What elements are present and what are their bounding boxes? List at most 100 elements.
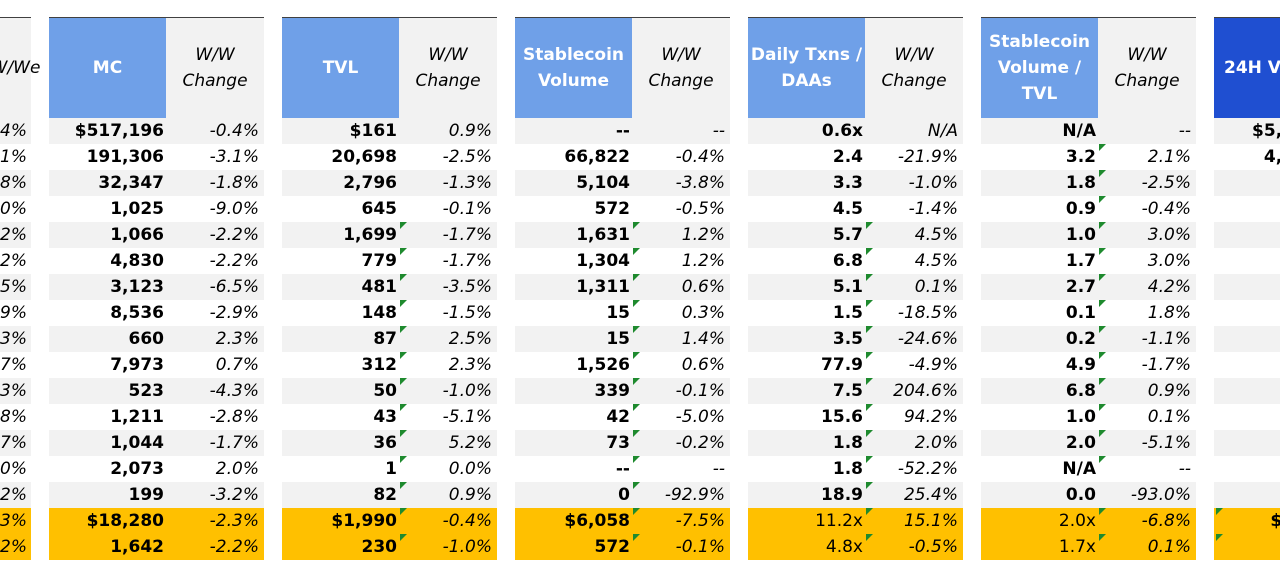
table-row: 2,073 2.0% (49, 456, 264, 482)
table-row: $4 (1214, 508, 1280, 534)
comment-flag-icon (866, 456, 873, 463)
table-row (1214, 378, 1280, 404)
value-cell: $161 (349, 121, 397, 141)
wow-change-cell: -1.0% (442, 537, 492, 557)
table-row: 50 -1.0% (282, 378, 497, 404)
comment-flag-icon (866, 274, 873, 281)
comment-flag-icon (400, 534, 407, 541)
table-row: 0.6x N/A (748, 118, 963, 144)
table-row: 3% (0, 378, 31, 404)
wow-change-cell: 1.2% (681, 225, 725, 245)
value-cell: 1,044 (110, 433, 164, 453)
wow-change-cell: 3% (0, 381, 27, 401)
table-row: 0% (0, 456, 31, 482)
table-row: 5,104 -3.8% (515, 170, 730, 196)
wow-change-cell: -2.2% (209, 225, 259, 245)
wow-change-cell: -3.5% (442, 277, 492, 297)
value-cell: 191,306 (86, 147, 164, 167)
table-row: N/A -- (981, 118, 1196, 144)
value-cell: 0.0 (1065, 485, 1096, 505)
comment-flag-icon (400, 274, 407, 281)
table-row: 2% (0, 482, 31, 508)
table-row: 42 -5.0% (515, 404, 730, 430)
wow-change-cell: 15.1% (903, 511, 958, 531)
value-cell: 1,642 (110, 537, 164, 557)
value-cell: 0.6x (821, 121, 863, 141)
table-row: 2,796 -1.3% (282, 170, 497, 196)
table-row: 1,066 -2.2% (49, 222, 264, 248)
value-cell: -- (615, 121, 630, 141)
wow-change-cell: -1.7% (209, 433, 259, 453)
table-row: 1,025 -9.0% (49, 196, 264, 222)
wow-change-cell: 0.6% (681, 355, 725, 375)
value-cell: 3.3 (832, 173, 863, 193)
table-row: 312 2.3% (282, 352, 497, 378)
table-row: 1.0 3.0% (981, 222, 1196, 248)
header-label-tvl: TVL (282, 18, 399, 118)
comment-flag-icon (633, 534, 640, 541)
table-row: 1,304 1.2% (515, 248, 730, 274)
value-cell: 1.7x (1058, 537, 1096, 557)
table-row (1214, 222, 1280, 248)
wow-change-cell: 3% (0, 511, 27, 531)
table-row: 1.8 -2.5% (981, 170, 1196, 196)
wow-change-cell: 0.3% (681, 303, 725, 323)
comment-flag-icon (1099, 456, 1106, 463)
wow-change-cell: -1.1% (1141, 329, 1191, 349)
wow-change-cell: -0.1% (442, 199, 492, 219)
value-cell: 5,104 (576, 173, 630, 193)
value-cell: N/A (1062, 121, 1096, 141)
value-cell (1214, 456, 1280, 482)
table-row: 1.7x 0.1% (981, 534, 1196, 560)
table-row: 1,526 0.6% (515, 352, 730, 378)
value-cell: 42 (606, 407, 630, 427)
value-cell: 7.5 (832, 381, 863, 401)
table-row: 1,631 1.2% (515, 222, 730, 248)
value-cell: 36 (373, 433, 397, 453)
value-cell: 1,699 (343, 225, 397, 245)
value-cell: 148 (361, 303, 398, 323)
value-cell: 5.1 (832, 277, 863, 297)
value-cell: 2 (1214, 170, 1280, 196)
comment-flag-icon (1099, 196, 1106, 203)
table-row: 0.9 -0.4% (981, 196, 1196, 222)
table-row: 6.8 0.9% (981, 378, 1196, 404)
comment-flag-icon (866, 248, 873, 255)
comment-flag-icon (1099, 430, 1106, 437)
table-row: 4% (0, 118, 31, 144)
table-row: 66,822 -0.4% (515, 144, 730, 170)
wow-change-cell: -3.2% (209, 485, 259, 505)
table-row: 9% (0, 300, 31, 326)
table-row: 339 -0.1% (515, 378, 730, 404)
comment-flag-icon (633, 248, 640, 255)
table-row: 1 0.0% (282, 456, 497, 482)
wow-change-cell: -- (712, 121, 725, 141)
value-cell: 1.8 (832, 433, 863, 453)
table-row: 87 2.5% (282, 326, 497, 352)
value-cell: 1,526 (576, 355, 630, 375)
value-cell: 481 (361, 277, 398, 297)
wow-change-cell: -3.1% (209, 147, 259, 167)
table-row: 3% (0, 326, 31, 352)
wow-change-cell: -4.9% (908, 355, 958, 375)
comment-flag-icon (866, 534, 873, 541)
comment-flag-icon (1216, 508, 1223, 515)
value-cell: 1,631 (576, 225, 630, 245)
comment-flag-icon (1099, 352, 1106, 359)
table-row: 645 -0.1% (282, 196, 497, 222)
value-cell: 1 (385, 459, 397, 479)
wow-change-cell: -2.5% (442, 147, 492, 167)
wow-change-cell: 2% (0, 485, 27, 505)
wow-change-cell: 0% (0, 459, 27, 479)
wow-change-cell: 8% (0, 173, 27, 193)
wow-change-cell: -93.0% (1130, 485, 1191, 505)
table-row: 0.0 -93.0% (981, 482, 1196, 508)
value-cell: -- (615, 459, 630, 479)
table-row: 6.8 4.5% (748, 248, 963, 274)
table-row: 5% (0, 274, 31, 300)
value-cell: 572 (594, 199, 631, 219)
wow-change-cell: 5.2% (448, 433, 492, 453)
table-row: $18,280 -2.3% (49, 508, 264, 534)
value-cell: 20,698 (331, 147, 397, 167)
comment-flag-icon (400, 378, 407, 385)
